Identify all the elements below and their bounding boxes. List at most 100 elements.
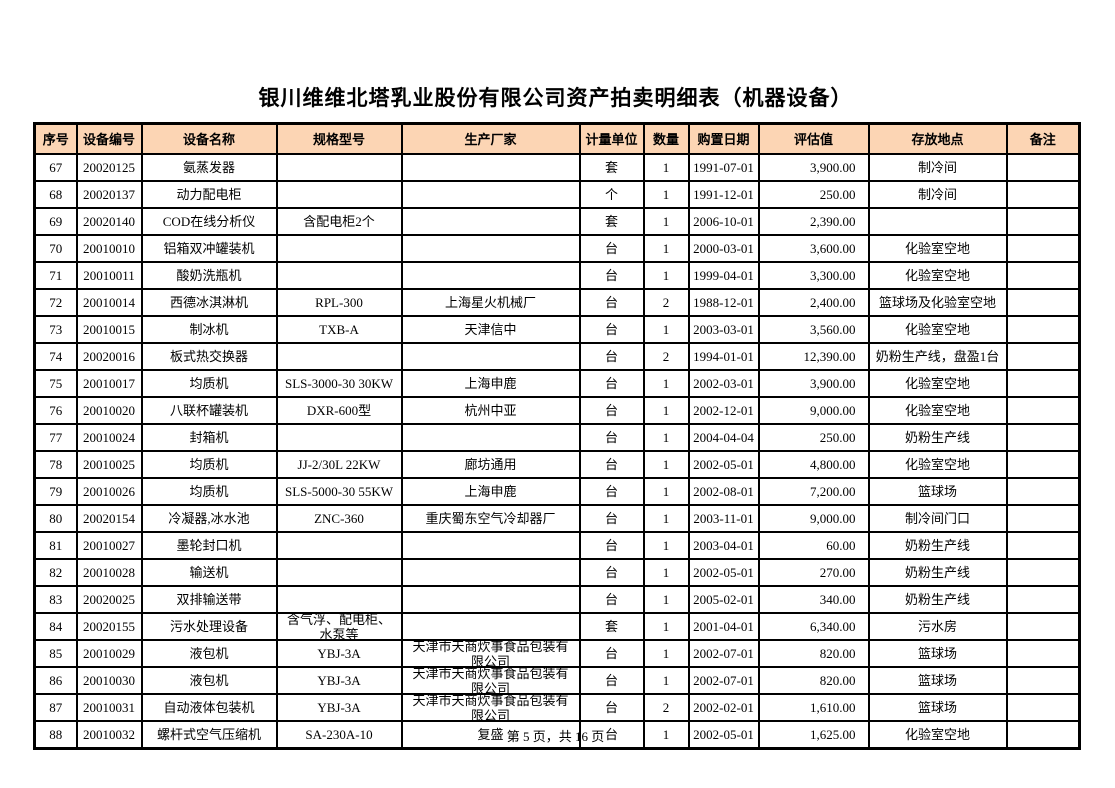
table-cell: 1994-01-01	[687, 342, 760, 371]
table-cell: 含配电柜2个	[275, 207, 403, 236]
table-cell: 4,800.00	[757, 450, 870, 479]
column-header-unit: 计量单位	[578, 122, 645, 155]
table-cell	[400, 234, 581, 263]
table-cell: 台	[578, 720, 645, 750]
table-cell: 1	[642, 450, 690, 479]
table-cell: 1	[642, 207, 690, 236]
table-cell: 上海星火机械厂	[400, 288, 581, 317]
table-cell: 820.00	[757, 639, 870, 668]
table-cell: 2005-02-01	[687, 585, 760, 614]
table-cell: 60.00	[757, 531, 870, 560]
table-cell: YBJ-3A	[275, 639, 403, 668]
table-cell: 2002-07-01	[687, 666, 760, 695]
column-header-maker: 生产厂家	[400, 122, 581, 155]
table-cell: 20010026	[75, 477, 143, 506]
table-cell: 制冷间	[867, 153, 1008, 182]
table-cell: 台	[578, 396, 645, 425]
table-row: 78 20010025 均质机 JJ-2/30L 22KW 廊坊通用台 1 2002-05-…	[33, 450, 1081, 479]
table-cell	[400, 531, 581, 560]
column-header-name: 设备名称	[140, 122, 278, 155]
table-cell: 20010029	[75, 639, 143, 668]
table-cell: 2004-04-04	[687, 423, 760, 452]
table-cell	[400, 342, 581, 371]
table-cell	[1005, 369, 1081, 398]
table-cell: 20010011	[75, 261, 143, 290]
table-cell: 20020154	[75, 504, 143, 533]
table-cell: 台	[578, 504, 645, 533]
table-cell: 台	[578, 585, 645, 614]
table-cell: 化验室空地	[867, 369, 1008, 398]
table-cell: 250.00	[757, 180, 870, 209]
table-row: 77 20010024 封箱机 台 1 2004-04-04 250.00 奶粉生产线	[33, 423, 1081, 452]
table-cell: 1	[642, 423, 690, 452]
table-cell: 篮球场	[867, 639, 1008, 668]
table-cell: 79	[33, 477, 78, 506]
table-cell: 均质机	[140, 369, 278, 398]
table-cell: 板式热交换器	[140, 342, 278, 371]
table-cell	[1005, 531, 1081, 560]
table-cell: 80	[33, 504, 78, 533]
table-cell: 9,000.00	[757, 396, 870, 425]
table-cell: 820.00	[757, 666, 870, 695]
column-header-seq: 序号	[33, 122, 78, 155]
table-cell: 20010015	[75, 315, 143, 344]
table-cell: RPL-300	[275, 288, 403, 317]
table-cell: 1	[642, 315, 690, 344]
table-row: 86 20010030 液包机 YBJ-3A 天津市天商炊事食品包装有限公司台 1 2002…	[33, 666, 1081, 695]
column-header-remark: 备注	[1005, 122, 1081, 155]
table-cell: 制冷间门口	[867, 504, 1008, 533]
table-cell: SLS-3000-30 30KW	[275, 369, 403, 398]
table-cell: 73	[33, 315, 78, 344]
table-cell: 1	[642, 477, 690, 506]
table-cell: 3,300.00	[757, 261, 870, 290]
table-cell: 72	[33, 288, 78, 317]
table-cell: 制冷间	[867, 180, 1008, 209]
table-cell: 20010031	[75, 693, 143, 722]
table-cell: 上海申鹿	[400, 369, 581, 398]
table-cell	[1005, 585, 1081, 614]
table-cell: 台	[578, 693, 645, 722]
table-cell	[1005, 558, 1081, 587]
table-cell	[1005, 261, 1081, 290]
table-cell: 篮球场	[867, 666, 1008, 695]
table-cell: 78	[33, 450, 78, 479]
table-cell: 20020137	[75, 180, 143, 209]
table-cell: 均质机	[140, 450, 278, 479]
table-row: 74 20020016 板式热交换器 台 2 1994-01-01 12,390.00 奶粉生…	[33, 342, 1081, 371]
table-cell	[275, 531, 403, 560]
table-cell: 天津市天商炊事食品包装有限公司	[400, 666, 581, 695]
table-cell: 2,400.00	[757, 288, 870, 317]
table-cell: 个	[578, 180, 645, 209]
table-cell: 2002-02-01	[687, 693, 760, 722]
table-cell: 化验室空地	[867, 720, 1008, 750]
table-cell: 台	[578, 288, 645, 317]
table-cell: ZNC-360	[275, 504, 403, 533]
table-cell: 八联杯罐装机	[140, 396, 278, 425]
table-cell: 奶粉生产线	[867, 558, 1008, 587]
table-cell: 2	[642, 693, 690, 722]
table-cell	[275, 558, 403, 587]
table-cell: 台	[578, 234, 645, 263]
table-cell: 液包机	[140, 666, 278, 695]
table-cell: 重庆蜀东空气冷却器厂	[400, 504, 581, 533]
table-cell: 20010024	[75, 423, 143, 452]
table-cell: 奶粉生产线	[867, 423, 1008, 452]
table-cell	[1005, 720, 1081, 750]
column-header-value: 评估值	[757, 122, 870, 155]
table-cell	[1005, 288, 1081, 317]
table-cell: 台	[578, 423, 645, 452]
table-cell: 1	[642, 585, 690, 614]
table-cell: 台	[578, 666, 645, 695]
table-row: 79 20010026 均质机 SLS-5000-30 55KW 上海申鹿台 1 2002-…	[33, 477, 1081, 506]
table-cell: 1	[642, 396, 690, 425]
table-cell: SLS-5000-30 55KW	[275, 477, 403, 506]
table-cell: 83	[33, 585, 78, 614]
table-cell: 20020016	[75, 342, 143, 371]
table-cell: 西德冰淇淋机	[140, 288, 278, 317]
table-cell: 廊坊通用	[400, 450, 581, 479]
table-cell	[1005, 342, 1081, 371]
table-cell: 2002-07-01	[687, 639, 760, 668]
table-cell: 20020140	[75, 207, 143, 236]
table-cell: 化验室空地	[867, 261, 1008, 290]
table-cell: 天津信中	[400, 315, 581, 344]
